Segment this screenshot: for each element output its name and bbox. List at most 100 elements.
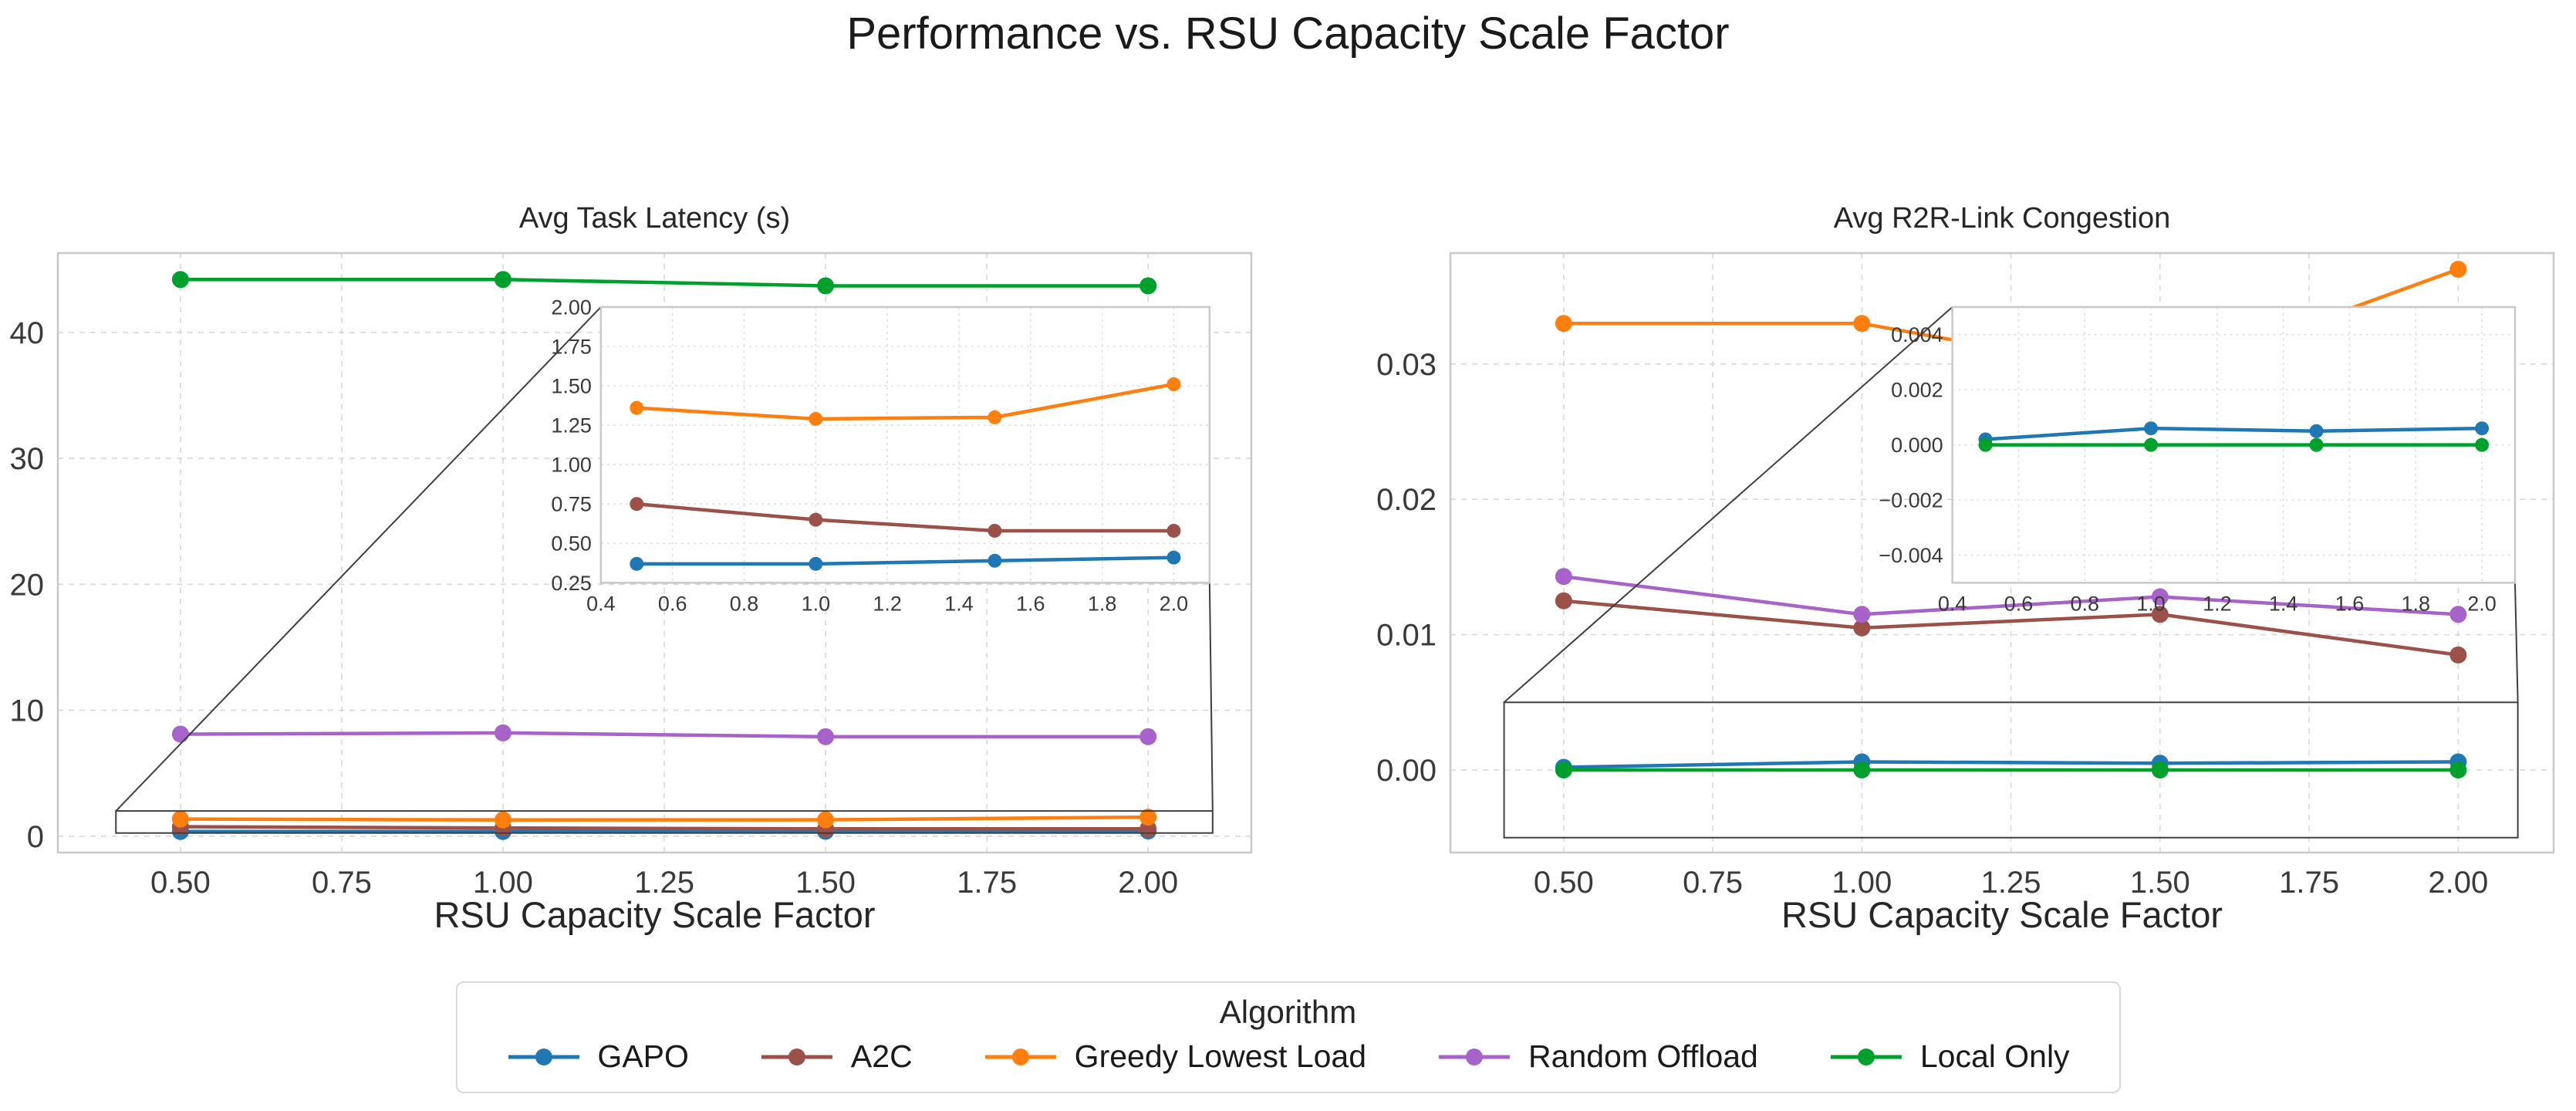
zoom-connector-line (1503, 306, 1953, 704)
zoom-region-rect (115, 810, 1214, 834)
x-tick-label: 1.2 (2203, 592, 2232, 615)
x-tick-label: 1.0 (802, 592, 831, 615)
y-tick-label: 10 (10, 694, 45, 728)
y-tick-label: 0.50 (551, 532, 592, 556)
data-point (2475, 121, 2489, 135)
x-tick-label: 1.4 (2269, 592, 2298, 615)
data-point (2310, 85, 2324, 99)
x-tick-label: 1.25 (634, 866, 694, 900)
data-point (2449, 261, 2467, 279)
data-point (1555, 761, 1572, 779)
x-tick-label: 2.00 (1118, 866, 1178, 900)
y-tick-label: 0.02 (1376, 483, 1437, 517)
series-line-a2c (636, 501, 1174, 533)
data-point (1853, 606, 1871, 623)
y-tick-label: 1.50 (551, 375, 592, 398)
x-tick-label: 1.00 (1832, 866, 1892, 900)
x-tick-label: 1.8 (2401, 592, 2430, 615)
data-point (817, 811, 835, 829)
series-line-a2c (1986, 100, 2483, 211)
data-point (2144, 121, 2158, 135)
data-point (1166, 377, 1181, 392)
data-point (2310, 121, 2324, 135)
x-tick-label: 1.75 (2279, 866, 2339, 900)
data-point (1853, 315, 1871, 333)
legend-item-greedy-lowest-load: Greedy Lowest Load (984, 1038, 1366, 1075)
x-tick-label: 1.50 (795, 866, 856, 900)
x-tick-label: 1.2 (873, 592, 902, 615)
data-point (988, 553, 1002, 568)
x-tick-label: 1.00 (473, 866, 533, 900)
line-marker-icon (1439, 1048, 1511, 1065)
y-tick-label: 0.00 (1376, 754, 1437, 788)
axes-1-spines (1449, 252, 2555, 854)
data-point (1139, 728, 1157, 745)
x-tick-label: 2.0 (2467, 592, 2497, 615)
zoom-connector-line (115, 306, 602, 812)
x-tick-label: 1.6 (1016, 592, 1045, 615)
data-point (494, 271, 511, 289)
series-line-greedy-lowest-load (636, 382, 1174, 421)
y-tick-label: 0.75 (551, 493, 592, 516)
y-tick-label: 0.004 (1891, 323, 1943, 346)
x-tick-label: 1.50 (2130, 866, 2190, 900)
data-point (817, 728, 835, 745)
legend-item-local-only: Local Only (1829, 1038, 2070, 1075)
data-point (809, 512, 823, 527)
x-tick-label: 0.75 (1683, 866, 1743, 900)
data-point (817, 277, 835, 295)
data-point (2151, 761, 2169, 779)
inset-0-plot-area (600, 306, 1210, 583)
data-point (988, 523, 1002, 538)
zoom-connector-line (2514, 583, 2519, 703)
axes-0-spines (56, 252, 1253, 854)
series-line-greedy-lowest-load (180, 815, 1149, 822)
zoom-region-rect (1503, 701, 2519, 839)
data-point (1978, 437, 1993, 452)
x-tick-label: 0.4 (1938, 592, 1967, 615)
data-point (1139, 809, 1157, 826)
series-line-random-offload (1563, 574, 2459, 616)
x-tick-label: 0.50 (150, 866, 211, 900)
x-tick-label: 1.25 (1981, 866, 2041, 900)
data-point (1979, 93, 1993, 107)
x-tick-label: 1.6 (2335, 592, 2365, 615)
y-tick-label: 0 (27, 820, 44, 854)
series-line-gapo (180, 829, 1149, 833)
y-tick-label: 1.00 (551, 454, 592, 477)
x-tick-label: 0.75 (312, 866, 372, 900)
legend-item-label: Local Only (1919, 1038, 2070, 1074)
y-tick-label: 0.000 (1891, 434, 1943, 457)
y-tick-label: 0.01 (1376, 619, 1437, 653)
data-point (494, 811, 511, 829)
x-tick-label: 0.6 (2004, 592, 2034, 615)
data-point (1555, 592, 1572, 610)
x-tick-label: 0.4 (586, 592, 616, 615)
data-point (2309, 424, 2324, 438)
data-point (2144, 421, 2159, 436)
series-line-a2c (1563, 599, 2459, 657)
data-point (2151, 606, 2169, 623)
legend-item-gapo: GAPO (506, 1038, 689, 1075)
y-tick-label: 0.25 (551, 572, 592, 595)
data-point (171, 810, 189, 828)
series-line-random-offload (180, 731, 1149, 739)
data-point (809, 411, 823, 426)
data-point (1166, 550, 1181, 565)
y-tick-label: 30 (10, 442, 45, 476)
data-point (2449, 646, 2467, 664)
legend-item-label: Random Offload (1528, 1038, 1758, 1074)
data-point (2144, 437, 2159, 452)
data-point (988, 410, 1002, 424)
data-point (630, 556, 644, 571)
line-marker-icon (1830, 1048, 1902, 1065)
legend-item-label: Greedy Lowest Load (1074, 1038, 1367, 1074)
y-tick-label: 1.75 (551, 335, 592, 358)
data-point (2449, 606, 2467, 623)
x-tick-label: 1.4 (944, 592, 974, 615)
x-tick-label: 1.75 (957, 866, 1017, 900)
data-point (2309, 437, 2324, 452)
data-point (1139, 277, 1157, 295)
y-tick-label: −0.002 (1879, 489, 1943, 512)
